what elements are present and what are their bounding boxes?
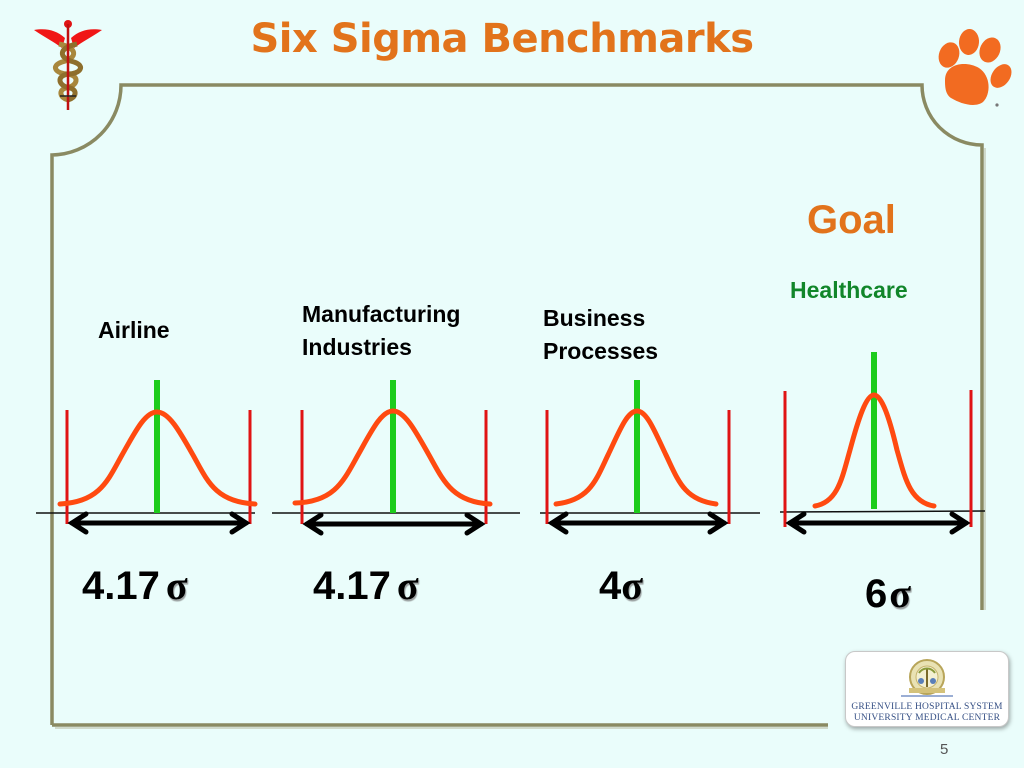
slide-title: Six Sigma Benchmarks [250,16,754,62]
airline-distribution [57,380,258,535]
airline-sigma-number: 4.17 [82,564,160,608]
healthcare-label: Healthcare [790,277,908,303]
manufacturing-sigma-value: 4.17 σ [313,562,419,609]
sigma-icon: σ [621,563,644,608]
airline-label-text: Airline [98,317,170,343]
hospital-name-line1: GREENVILLE HOSPITAL SYSTEM [851,702,1003,712]
business-sigma-number: 4 [599,564,622,608]
hospital-seal-icon [901,659,953,697]
business-label: Business Processes [543,302,658,368]
airline-sigma-value: 4.17 σ [82,562,188,609]
business-label-line2: Processes [543,338,659,364]
sigma-icon: σ [889,571,912,616]
sigma-icon: σ [165,563,188,608]
page-number: 5 [940,741,949,758]
hospital-name-line2: UNIVERSITY MEDICAL CENTER [853,713,1001,723]
baseline [36,510,986,514]
hospital-logo: GREENVILLE HOSPITAL SYSTEM UNIVERSITY ME… [845,651,1009,727]
healthcare-sigma-number: 6 [865,572,888,616]
manufacturing-label-line1: Manufacturing [302,301,461,327]
manufacturing-distribution [292,380,493,536]
healthcare-distribution [783,352,973,535]
healthcare-sigma-value: 6σ [865,570,911,617]
manufacturing-label: Manufacturing Industries [302,298,460,364]
business-distribution [545,380,731,535]
manufacturing-sigma-number: 4.17 [313,564,391,608]
sigma-icon: σ [396,563,419,608]
business-sigma-value: 4σ [599,562,643,609]
manufacturing-label-line2: Industries [302,334,412,360]
goal-label: Goal [807,198,896,242]
tiger-paw-icon [938,29,1012,107]
business-label-line1: Business [543,305,646,331]
caduceus-icon [34,20,102,110]
airline-label: Airline [98,314,170,347]
